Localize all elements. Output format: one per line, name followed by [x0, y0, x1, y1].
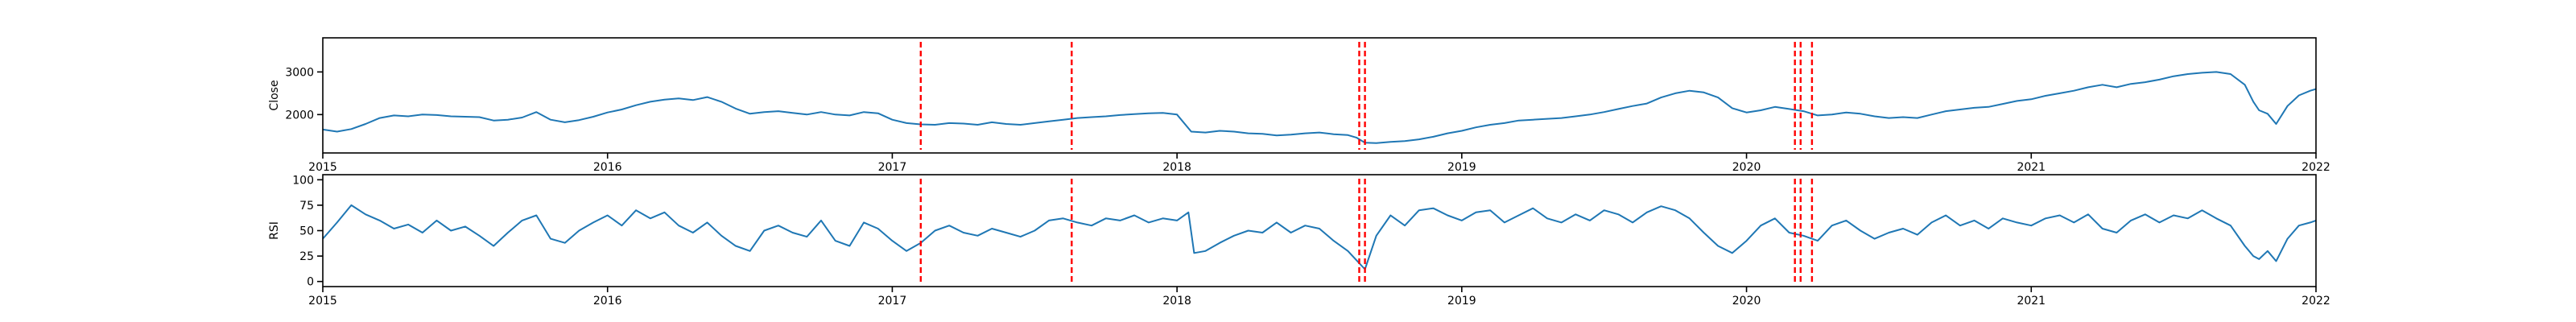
x-tick-label: 2017	[878, 161, 907, 174]
y-tick-label: 0	[307, 276, 314, 289]
x-tick-label: 2018	[1162, 161, 1191, 174]
y-tick-label: 50	[299, 225, 314, 238]
x-tick-label: 2020	[1732, 161, 1761, 174]
series-line-0	[322, 71, 2317, 144]
x-tick-label: 2015	[308, 295, 337, 308]
plot-frame	[322, 174, 2317, 287]
x-tick-label: 2022	[2301, 161, 2330, 174]
x-tick-label: 2021	[2017, 295, 2046, 308]
x-tick-label: 2016	[593, 295, 622, 308]
x-tick-label: 2017	[878, 295, 907, 308]
x-tick-label: 2022	[2301, 295, 2330, 308]
x-tick-label: 2019	[1447, 161, 1476, 174]
x-tick-label: 2021	[2017, 161, 2046, 174]
y-tick-label: 100	[292, 174, 314, 187]
x-tick-label: 2016	[593, 161, 622, 174]
x-tick-label: 2020	[1732, 295, 1761, 308]
y-axis-label: Close	[268, 80, 281, 110]
y-tick-label: 75	[299, 200, 314, 213]
series-line-0	[322, 204, 2317, 270]
x-tick-label: 2015	[308, 161, 337, 174]
y-tick-label: 3000	[285, 66, 314, 79]
plot-frame	[322, 37, 2317, 154]
close-price-panel: 2015 2016 2017 2018 2019 2020 2021 2022 2000 3000…	[268, 37, 2330, 174]
y-tick-label: 2000	[285, 109, 314, 122]
x-tick-label: 2018	[1162, 295, 1191, 308]
y-tick-label: 25	[299, 250, 314, 263]
x-tick-label: 2019	[1447, 295, 1476, 308]
y-axis-label: RSI	[268, 221, 281, 240]
rsi-panel: 2015 2016 2017 2018 2019 2020 2021 2022 0 25 50 75 1…	[268, 174, 2330, 308]
